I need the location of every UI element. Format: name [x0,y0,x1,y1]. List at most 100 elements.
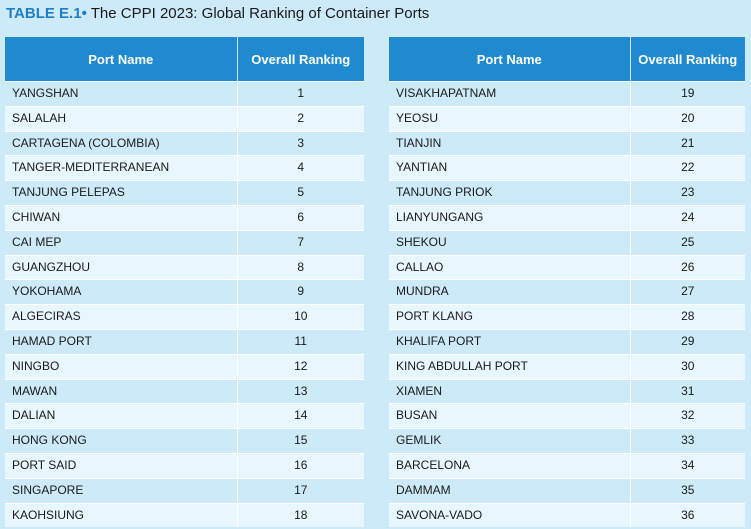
port-name-cell: GUANGZHOU [5,254,238,280]
table-row: TANGER-MEDITERRANEAN 4 [5,155,364,181]
ranking-cell: 1 [237,81,364,107]
port-name-cell: NINGBO [5,353,238,380]
table-row: GUANGZHOU 8 [5,254,364,280]
port-name-cell: DALIAN [5,403,238,429]
port-name-cell: SINGAPORE [5,477,238,504]
ranking-cell: 7 [237,229,364,256]
ranking-cell: 28 [630,304,745,330]
table-body-right: VISAKHAPATNAM 19 YEOSU 20 TIANJIN 21 YANTIAN 22… [389,81,745,528]
header-port-name: Port Name [5,37,238,82]
port-name-cell: MUNDRA [389,279,631,305]
ranking-cell: 12 [237,353,364,380]
table-row: SALALAH 2 [5,105,364,132]
ranking-cell: 13 [237,378,364,404]
port-name-cell: MAWAN [5,378,238,404]
ranking-cell: 21 [630,130,745,156]
ranking-cell: 16 [237,452,364,479]
table-row: KING ABDULLAH PORT 30 [389,353,745,380]
table-label: TABLE E.1 [6,5,82,22]
port-name-cell: HAMAD PORT [5,328,238,355]
port-name-cell: KHALIFA PORT [389,328,631,355]
port-name-cell: CARTAGENA (COLOMBIA) [5,130,238,156]
ranking-cell: 4 [237,155,364,181]
ranking-cell: 25 [630,229,745,256]
table-row: PORT KLANG 28 [389,304,745,330]
port-name-cell: YANGSHAN [5,81,238,107]
table-row: VISAKHAPATNAM 19 [389,81,745,107]
table-row: YOKOHAMA 9 [5,279,364,305]
table-row: CARTAGENA (COLOMBIA) 3 [5,130,364,156]
ranking-cell: 5 [237,180,364,206]
table-row: DALIAN 14 [5,403,364,429]
table-row: CALLAO 26 [389,254,745,280]
ranking-cell: 2 [237,105,364,132]
table-row: TANJUNG PELEPAS 5 [5,180,364,206]
port-name-cell: CAI MEP [5,229,238,256]
port-name-cell: YEOSU [389,105,631,132]
table-row: CAI MEP 7 [5,229,364,256]
table-title: The CPPI 2023: Global Ranking of Contain… [90,5,430,22]
table-row: CHIWAN 6 [5,204,364,231]
port-name-cell: KAOHSIUNG [5,502,238,528]
table-row: YANTIAN 22 [389,155,745,181]
port-name-cell: KING ABDULLAH PORT [389,353,631,380]
table-caption: TABLE E.1• The CPPI 2023: Global Ranking… [6,4,429,24]
header-row: Port Name Overall Ranking [5,37,364,82]
ranking-cell: 9 [237,279,364,305]
table-row: MAWAN 13 [5,378,364,404]
port-name-cell: ALGECIRAS [5,304,238,330]
table-row: TANJUNG PRIOK 23 [389,180,745,206]
ranking-table-right: Port Name Overall Ranking VISAKHAPATNAM 1… [389,37,745,528]
port-name-cell: CALLAO [389,254,631,280]
table-row: YEOSU 20 [389,105,745,132]
port-name-cell: YANTIAN [389,155,631,181]
table-row: LIANYUNGANG 24 [389,204,745,231]
port-name-cell: PORT KLANG [389,304,631,330]
port-name-cell: TANJUNG PRIOK [389,180,631,206]
port-name-cell: YOKOHAMA [5,279,238,305]
table-row: PORT SAID 16 [5,452,364,479]
ranking-cell: 34 [630,452,745,479]
table-row: BARCELONA 34 [389,452,745,479]
port-name-cell: BUSAN [389,403,631,429]
header-overall-ranking: Overall Ranking [237,37,364,82]
port-name-cell: GEMLIK [389,428,631,454]
ranking-cell: 33 [630,428,745,454]
ranking-cell: 27 [630,279,745,305]
port-name-cell: CHIWAN [5,204,238,231]
ranking-cell: 18 [237,502,364,528]
ranking-cell: 15 [237,428,364,454]
port-name-cell: LIANYUNGANG [389,204,631,231]
ranking-cell: 10 [237,304,364,330]
table-row: GEMLIK 33 [389,428,745,454]
ranking-cell: 35 [630,477,745,504]
ranking-cell: 29 [630,328,745,355]
port-name-cell: HONG KONG [5,428,238,454]
ranking-cell: 8 [237,254,364,280]
table-row: YANGSHAN 1 [5,81,364,107]
ranking-cell: 6 [237,204,364,231]
ranking-cell: 17 [237,477,364,504]
table-row: SAVONA-VADO 36 [389,502,745,528]
table-row: BUSAN 32 [389,403,745,429]
ranking-cell: 30 [630,353,745,380]
table-row: XIAMEN 31 [389,378,745,404]
table-row: KAOHSIUNG 18 [5,502,364,528]
port-name-cell: XIAMEN [389,378,631,404]
port-name-cell: PORT SAID [5,452,238,479]
table-row: KHALIFA PORT 29 [389,328,745,355]
header-overall-ranking: Overall Ranking [630,37,745,82]
table-row: ALGECIRAS 10 [5,304,364,330]
ranking-cell: 14 [237,403,364,429]
table-row: NINGBO 12 [5,353,364,380]
port-name-cell: TANGER-MEDITERRANEAN [5,155,238,181]
table-row: TIANJIN 21 [389,130,745,156]
port-name-cell: TIANJIN [389,130,631,156]
ranking-cell: 26 [630,254,745,280]
ranking-cell: 23 [630,180,745,206]
caption-bullet: • [81,5,87,22]
table-row: SINGAPORE 17 [5,477,364,504]
port-name-cell: VISAKHAPATNAM [389,81,631,107]
port-name-cell: TANJUNG PELEPAS [5,180,238,206]
ranking-cell: 20 [630,105,745,132]
